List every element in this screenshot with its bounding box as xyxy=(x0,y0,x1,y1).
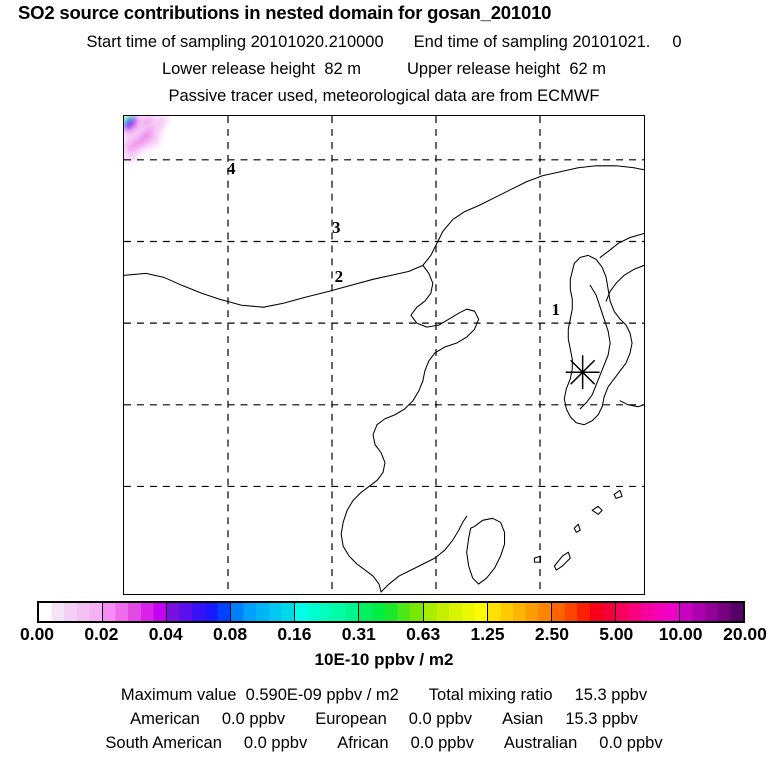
colorbar-tick-label: 0.16 xyxy=(277,624,312,644)
concentration-contour xyxy=(124,116,127,119)
end-time-label: End time of sampling xyxy=(413,33,568,51)
colorbar-tick-label: 0.08 xyxy=(213,624,248,644)
upper-release-value: 62 m xyxy=(569,60,607,78)
colorbar-tick-label: 0.31 xyxy=(341,624,376,644)
start-time-value: 20101020.210000 xyxy=(250,33,384,51)
region-name: South American xyxy=(105,734,222,752)
grid-label: 4 xyxy=(226,158,236,178)
region-name: African xyxy=(337,734,389,752)
region-value: 15.3 ppbv xyxy=(565,710,638,728)
colorbar-segment xyxy=(423,603,488,621)
map-plot[interactable]: 1 2 3 4 xyxy=(123,115,645,595)
release-height-line: Lower release height 82 m Upper release h… xyxy=(0,60,768,79)
region-value: 0.0 ppbv xyxy=(243,734,308,752)
colorbar-tick-label: 0.02 xyxy=(84,624,119,644)
asterisk-marker xyxy=(565,355,600,390)
region-name: Australian xyxy=(503,734,578,752)
end-time-value-extra: 0 xyxy=(672,33,682,51)
region-value: 0.0 ppbv xyxy=(221,710,286,728)
coastline-overlay xyxy=(124,165,644,593)
max-value: 0.590E-09 ppbv / m2 xyxy=(245,686,399,704)
total-mixing-value: 15.3 ppbv xyxy=(574,686,648,704)
region-value: 0.0 ppbv xyxy=(410,734,474,752)
colorbar-segment xyxy=(487,603,552,621)
lower-release-value: 82 m xyxy=(324,60,361,78)
colorbar-segment xyxy=(231,603,296,621)
colorbar-tick-label: 10.00 xyxy=(658,624,703,644)
tracer-note: Passive tracer used, meteorological data… xyxy=(168,87,600,105)
colorbar-gradient xyxy=(37,601,745,623)
colorbar-tick-label: 0.63 xyxy=(406,624,441,644)
colorbar-unit-label: 10E-10 ppbv / m2 xyxy=(314,650,454,669)
region-value: 0.0 ppbv xyxy=(599,734,663,752)
colorbar-tick-label: 5.00 xyxy=(599,624,634,644)
colorbar-tick-label: 0.00 xyxy=(19,624,55,644)
colorbar-tick-label: 1.25 xyxy=(470,624,505,644)
sampling-time-line: Start time of sampling 20101020.210000 En… xyxy=(0,33,768,52)
colorbar-segment xyxy=(551,603,616,621)
colorbar-segment xyxy=(39,603,104,621)
colorbar-segment xyxy=(103,603,168,621)
start-time-label: Start time of sampling xyxy=(86,33,247,51)
colorbar-segment xyxy=(359,603,424,621)
grid-overlay xyxy=(124,116,644,594)
colorbar-tick-labels: 0.00 0.02 0.04 0.08 0.16 0.31 0.63 1.25 2.50 5.00… xyxy=(0,624,768,648)
concentration-field xyxy=(124,116,171,162)
region-value: 0.0 ppbv xyxy=(408,710,473,728)
footer-region-line: South American 0.0 ppbv African 0.0 ppbv Aus… xyxy=(0,734,768,753)
colorbar-segment xyxy=(167,603,232,621)
colorbar-tick-label: 2.50 xyxy=(534,624,569,644)
max-value-label: Maximum value xyxy=(120,686,237,704)
grid-label: 3 xyxy=(332,217,341,237)
region-name: American xyxy=(130,710,200,728)
colorbar-tick-label: 0.04 xyxy=(148,624,183,644)
colorbar[interactable] xyxy=(37,601,745,623)
colorbar-segment xyxy=(615,603,680,621)
lower-release-label: Lower release height xyxy=(161,60,316,78)
total-mixing-label: Total mixing ratio xyxy=(428,686,553,704)
colorbar-tick-label: 20.00 xyxy=(723,624,767,644)
region-name: Asian xyxy=(502,710,544,728)
station-marker-layer xyxy=(565,355,600,390)
grid-label: 2 xyxy=(334,267,344,286)
page-title: SO2 source contributions in nested domai… xyxy=(18,2,552,23)
region-name: European xyxy=(315,710,387,728)
end-time-value: 20101021. xyxy=(572,33,651,51)
footer-region-line: American 0.0 ppbv European 0.0 ppbv Asian 15.… xyxy=(0,710,768,729)
footer-summary-line: Maximum value 0.590E-09 ppbv / m2 Total m… xyxy=(0,686,768,705)
colorbar-segment xyxy=(679,603,744,621)
grid-label: 1 xyxy=(551,300,560,320)
upper-release-label: Upper release height xyxy=(407,60,561,78)
colorbar-segment xyxy=(295,603,360,621)
